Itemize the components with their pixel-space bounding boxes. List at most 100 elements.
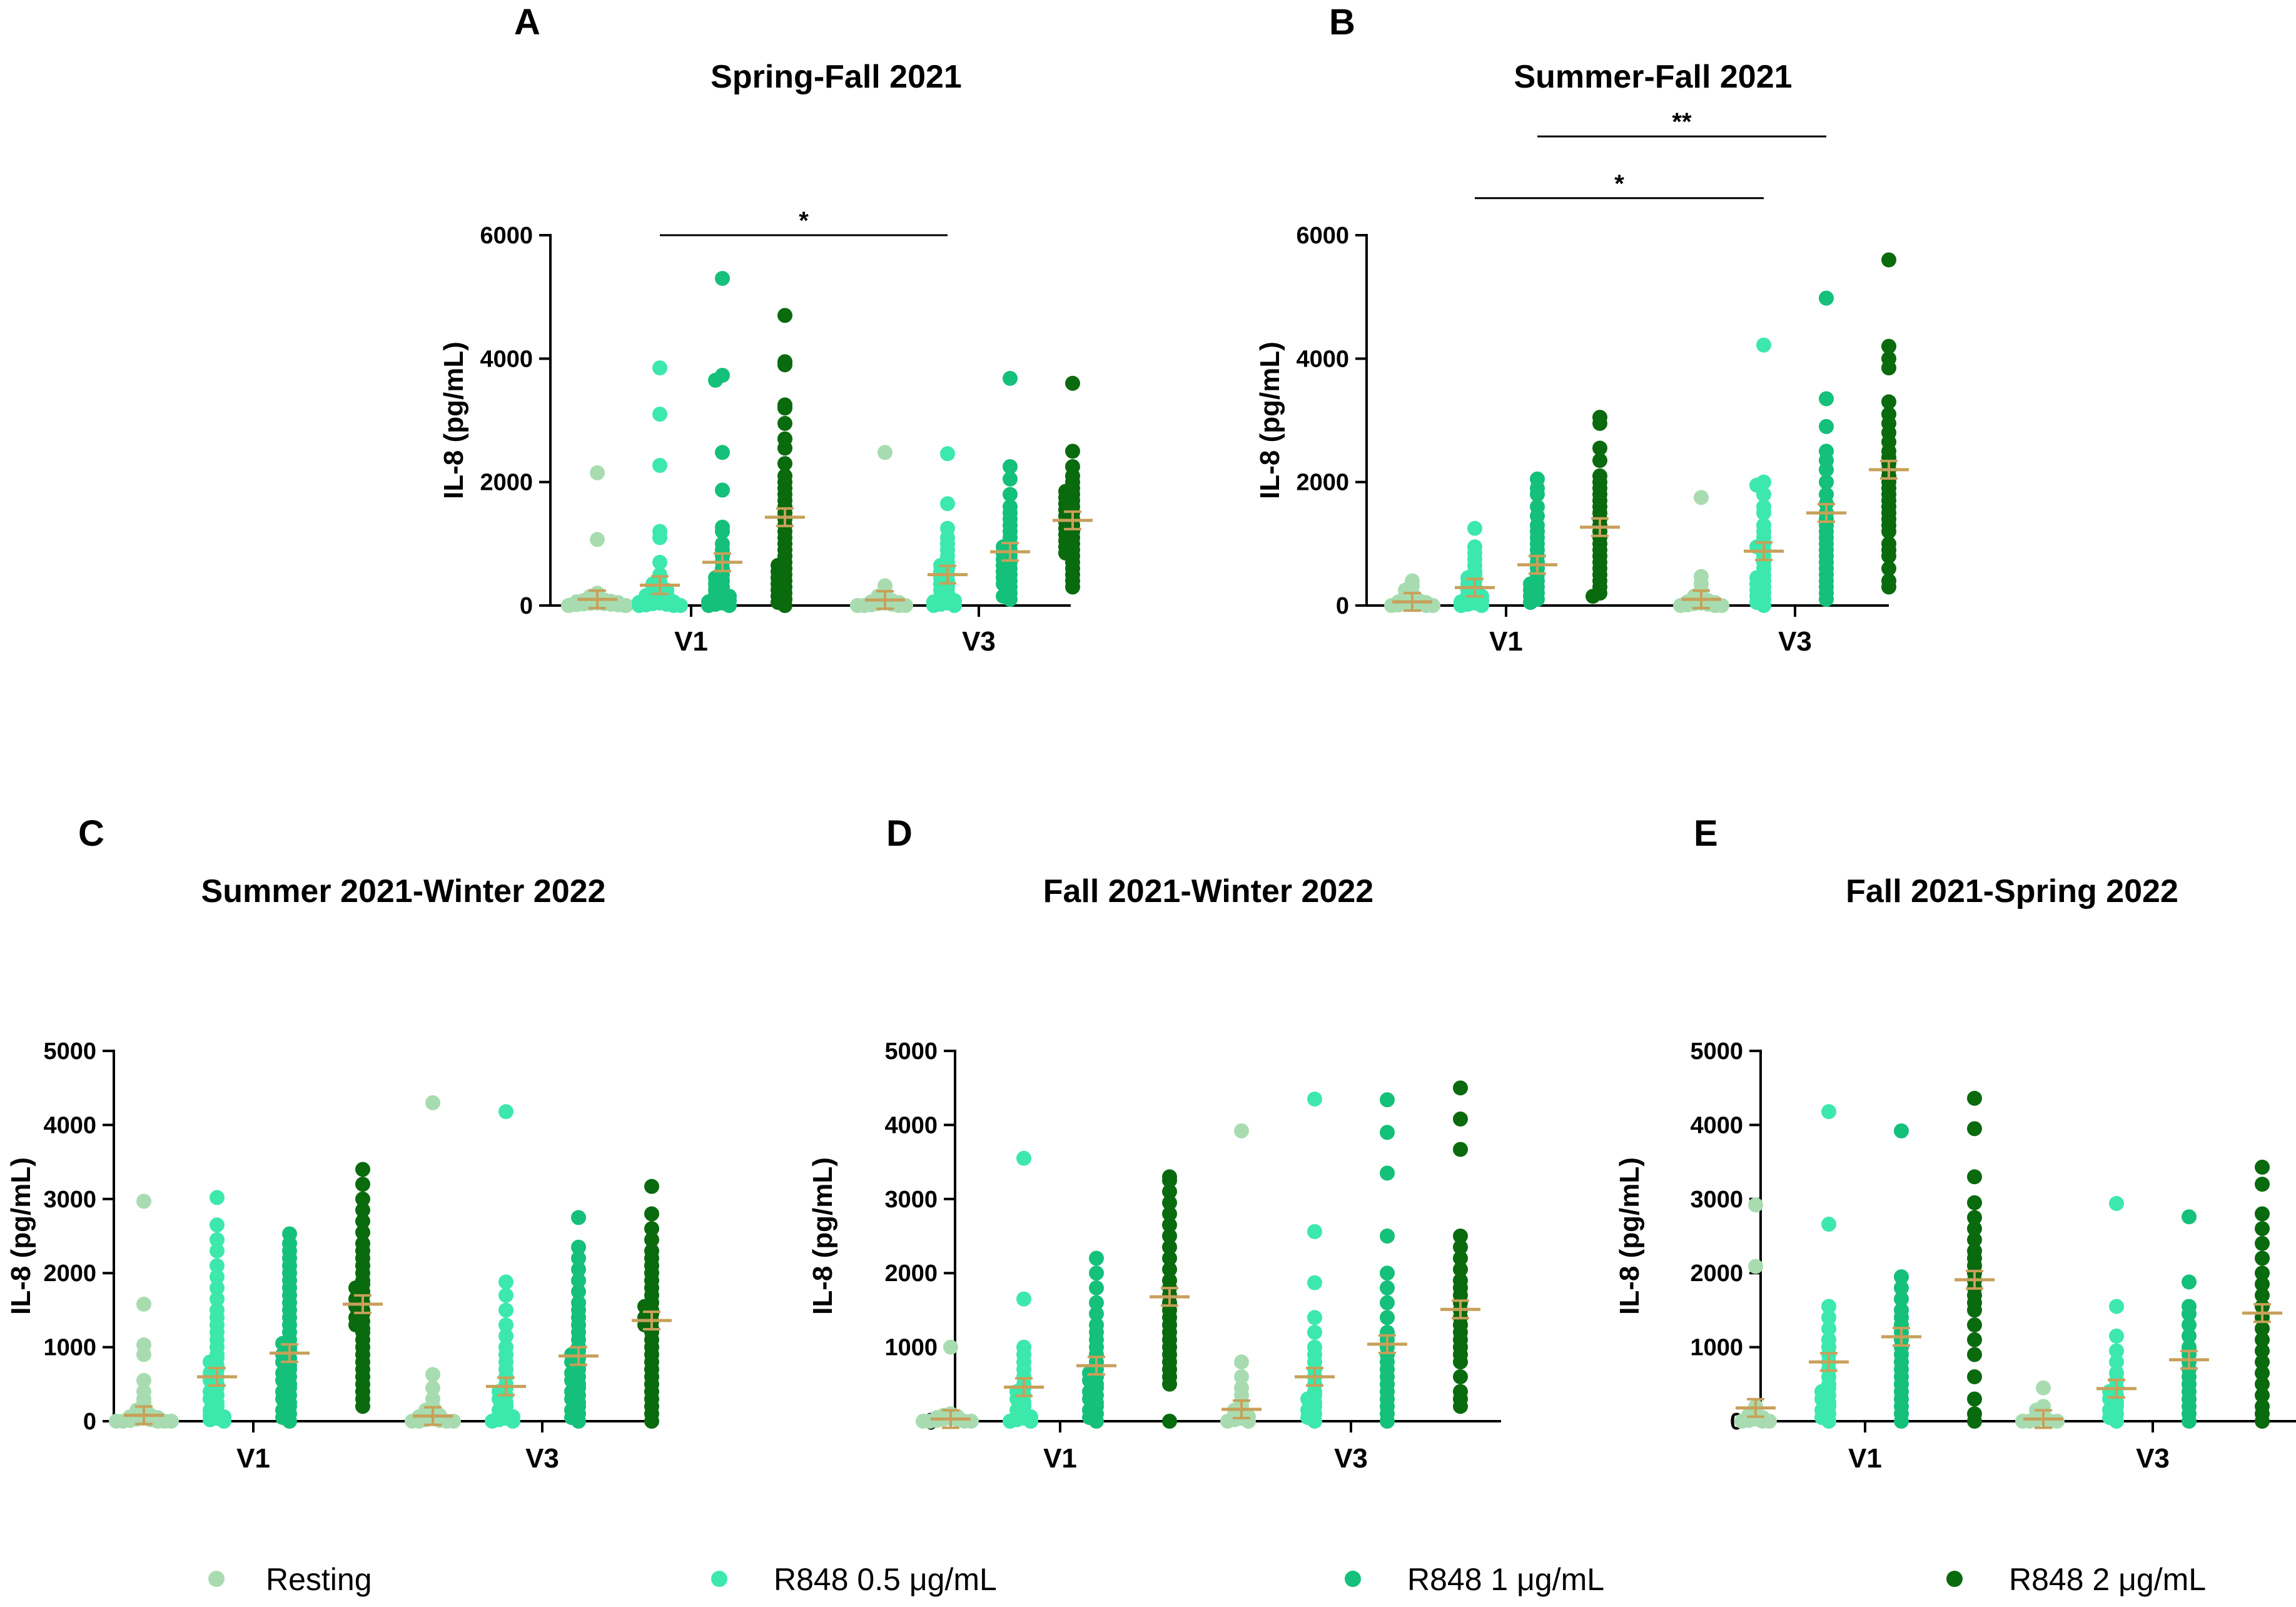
- legend-label: R848 1 μg/mL: [1407, 1562, 1604, 1597]
- legend-marker: [1345, 1571, 1361, 1587]
- data-point-r848-2: [1967, 1210, 1982, 1225]
- data-point-r848-1: [571, 1239, 586, 1255]
- data-point-r848-1: [1089, 1280, 1104, 1295]
- data-point-r848-05: [2109, 1354, 2124, 1370]
- data-point-r848-2: [355, 1162, 370, 1177]
- data-point-r848-2: [644, 1221, 659, 1237]
- data-point-r848-2: [355, 1202, 370, 1218]
- data-point-r848-05: [498, 1274, 513, 1290]
- data-point-r848-1: [701, 598, 716, 613]
- data-point-resting: [898, 598, 913, 613]
- data-point-r848-1: [1003, 592, 1018, 607]
- data-point-r848-2: [1592, 440, 1607, 456]
- x-category-label: V1: [1848, 1443, 1882, 1474]
- data-point-r848-2: [644, 1414, 659, 1429]
- data-point-r848-1: [1894, 1291, 1909, 1307]
- data-point-r848-05: [1003, 1414, 1018, 1429]
- data-point-r848-1: [1894, 1280, 1909, 1295]
- data-point-r848-05: [2109, 1328, 2124, 1344]
- data-point-r848-2: [1453, 1369, 1468, 1384]
- legend-item-r848-2: R848 2 μg/mL: [1946, 1562, 2206, 1597]
- data-point-r848-2: [2255, 1343, 2270, 1359]
- data-point-r848-1: [1380, 1165, 1395, 1181]
- data-point-r848-05: [1821, 1414, 1836, 1429]
- data-point-r848-2: [1162, 1229, 1177, 1244]
- data-point-r848-05: [1307, 1324, 1322, 1340]
- data-point-r848-1: [2182, 1209, 2197, 1225]
- data-point-r848-2: [355, 1225, 370, 1240]
- significance-label: *: [1614, 170, 1624, 198]
- y-tick-label: 2000: [1296, 470, 1349, 496]
- data-point-r848-05: [652, 554, 667, 570]
- y-tick-label: 6000: [1296, 223, 1349, 249]
- data-point-r848-2: [1162, 1414, 1177, 1429]
- data-point-r848-2: [1881, 560, 1896, 576]
- data-point-r848-2: [777, 598, 792, 613]
- data-point-r848-05: [1756, 487, 1771, 502]
- data-point-r848-1: [1089, 1414, 1104, 1429]
- x-category-label: V3: [525, 1443, 559, 1474]
- data-point-r848-1: [282, 1414, 297, 1429]
- panel-letter: D: [886, 813, 913, 854]
- legend-item-r848-05: R848 0.5 μg/mL: [711, 1562, 997, 1597]
- y-tick-label: 2000: [480, 470, 533, 496]
- data-point-r848-2: [1967, 1332, 1982, 1347]
- data-point-r848-1: [571, 1210, 586, 1225]
- data-point-r848-05: [498, 1287, 513, 1303]
- data-point-r848-2: [1967, 1391, 1982, 1407]
- data-point-r848-1: [571, 1250, 586, 1266]
- data-point-r848-05: [926, 598, 941, 613]
- y-axis-label: IL-8 (pg/mL): [6, 1157, 36, 1315]
- data-point-r848-2: [2255, 1276, 2270, 1292]
- data-point-r848-2: [2255, 1206, 2270, 1222]
- data-point-r848-2: [2255, 1332, 2270, 1347]
- data-point-r848-1: [1819, 418, 1834, 434]
- data-point-r848-1: [1380, 1229, 1395, 1244]
- data-point-r848-2: [1162, 1250, 1177, 1266]
- y-tick-label: 4000: [43, 1112, 96, 1138]
- data-point-r848-1: [1380, 1092, 1395, 1108]
- data-point-r848-2: [777, 440, 792, 456]
- panel-title: Summer-Fall 2021: [1514, 59, 1792, 95]
- data-point-r848-05: [498, 1104, 513, 1120]
- data-point-resting: [1694, 490, 1709, 505]
- data-point-r848-05: [1467, 520, 1482, 536]
- data-point-r848-05: [632, 598, 647, 613]
- x-category-label: V1: [674, 626, 708, 657]
- legend-marker: [711, 1571, 727, 1587]
- data-point-r848-1: [1003, 370, 1018, 386]
- data-point-r848-2: [644, 1232, 659, 1247]
- y-tick-label: 4000: [480, 346, 533, 372]
- data-point-r848-2: [2255, 1159, 2270, 1175]
- data-point-r848-2: [2255, 1265, 2270, 1281]
- data-point-r848-1: [1894, 1269, 1909, 1285]
- y-tick-label: 2000: [884, 1260, 938, 1287]
- data-point-r848-2: [1162, 1217, 1177, 1233]
- data-point-resting: [2050, 1414, 2065, 1429]
- panel-title: Spring-Fall 2021: [711, 59, 962, 95]
- data-point-resting: [1234, 1123, 1249, 1138]
- data-point-r848-2: [1162, 1206, 1177, 1222]
- data-point-r848-2: [355, 1399, 370, 1414]
- data-point-r848-05: [210, 1269, 225, 1285]
- data-point-r848-2: [1453, 1142, 1468, 1157]
- data-point-r848-2: [1967, 1414, 1982, 1429]
- data-point-resting: [2015, 1414, 2030, 1429]
- data-point-r848-2: [1065, 579, 1080, 595]
- data-point-r848-2: [1967, 1221, 1982, 1237]
- data-point-resting: [164, 1414, 179, 1429]
- data-point-r848-1: [1523, 595, 1538, 611]
- data-point-resting: [1762, 1414, 1777, 1429]
- y-tick-label: 2000: [1690, 1260, 1743, 1287]
- data-point-r848-2: [1162, 1184, 1177, 1199]
- data-point-r848-1: [571, 1414, 586, 1429]
- data-point-r848-05: [1756, 505, 1771, 520]
- data-point-r848-1: [2182, 1328, 2197, 1344]
- data-point-r848-2: [1881, 394, 1896, 410]
- data-point-r848-05: [210, 1280, 225, 1295]
- y-axis-label: IL-8 (pg/mL): [1614, 1157, 1645, 1315]
- data-point-r848-05: [1307, 1091, 1322, 1107]
- data-point-r848-2: [1453, 1080, 1468, 1096]
